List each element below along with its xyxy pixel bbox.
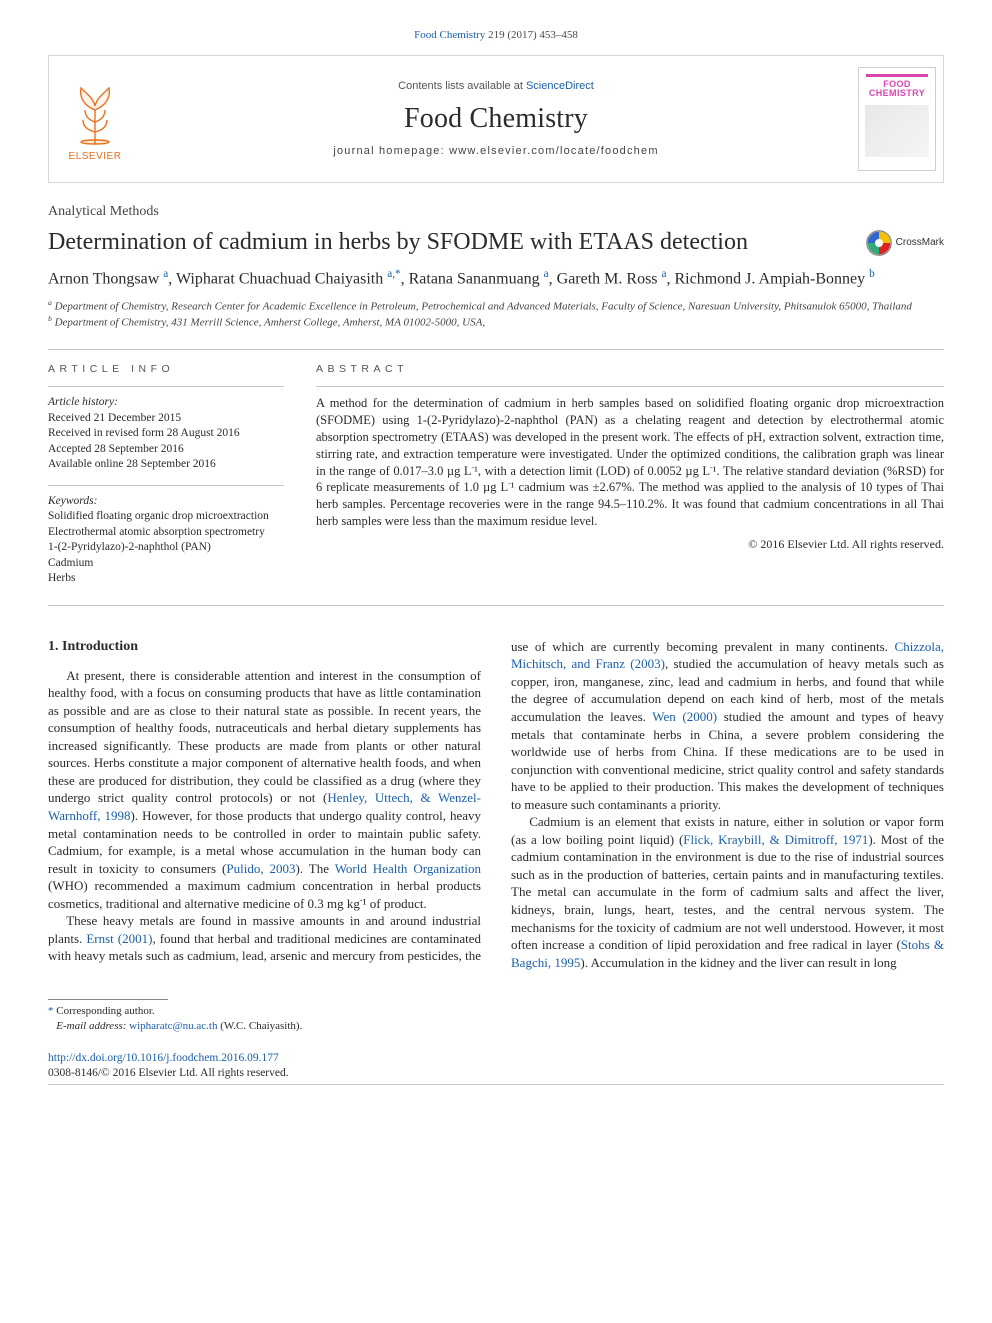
body-span: (WHO) recommended a maximum cadmium conc… xyxy=(48,878,481,911)
elsevier-wordmark: ELSEVIER xyxy=(69,150,122,164)
keyword: Herbs xyxy=(48,571,284,587)
author-2-aff[interactable]: a, xyxy=(387,268,395,280)
footnote-rule xyxy=(48,999,168,1000)
crossmark-icon xyxy=(866,230,892,256)
masthead: ELSEVIER Contents lists available at Sci… xyxy=(48,55,944,183)
author-2: Wipharat Chuachuad Chaiyasith xyxy=(176,270,383,287)
cover-thumbnail-image xyxy=(865,105,929,157)
section-heading-1: 1. Introduction xyxy=(48,638,481,657)
affiliations: a Department of Chemistry, Research Cent… xyxy=(48,298,944,331)
body-span: studied the amount and types of heavy me… xyxy=(511,709,944,812)
divider xyxy=(48,349,944,350)
article-type: Analytical Methods xyxy=(48,203,944,222)
cover-title: FOOD CHEMISTRY xyxy=(869,80,925,99)
sciencedirect-link[interactable]: ScienceDirect xyxy=(526,80,594,92)
author-1-aff[interactable]: a xyxy=(163,268,168,280)
abstract-column: abstract A method for the determination … xyxy=(316,362,944,587)
citation-vol-pages: 219 (2017) 453–458 xyxy=(488,29,578,41)
issn-line: 0308-8146/© 2016 Elsevier Ltd. All right… xyxy=(48,1066,944,1082)
body-span: ). Most of the cadmium contamination in … xyxy=(511,832,944,952)
author-2-corr[interactable]: * xyxy=(395,268,401,280)
affiliation-a-text: Department of Chemistry, Research Center… xyxy=(55,301,912,313)
keyword: 1-(2-Pyridylazo)-2-naphthol (PAN) xyxy=(48,540,284,556)
citation-journal-link[interactable]: Food Chemistry xyxy=(414,29,485,41)
history-item: Received in revised form 28 August 2016 xyxy=(48,426,284,442)
author-4: Gareth M. Ross xyxy=(557,270,658,287)
authors: Arnon Thongsaw a, Wipharat Chuachuad Cha… xyxy=(48,267,944,290)
author-1: Arnon Thongsaw xyxy=(48,270,159,287)
corr-label: Corresponding author. xyxy=(56,1005,154,1017)
ref-link[interactable]: Ernst (2001) xyxy=(86,931,152,946)
keyword: Cadmium xyxy=(48,556,284,572)
contents-prefix: Contents lists available at xyxy=(398,80,526,92)
body-span: ). Accumulation in the kidney and the li… xyxy=(580,955,896,970)
abstract-heading: abstract xyxy=(316,362,944,376)
article-info-column: article info Article history: Received 2… xyxy=(48,362,284,587)
info-rule xyxy=(48,485,284,486)
homepage-url[interactable]: www.elsevier.com/locate/foodchem xyxy=(449,145,659,157)
history-item: Received 21 December 2015 xyxy=(48,411,284,427)
article-title: Determination of cadmium in herbs by SFO… xyxy=(48,228,852,257)
crossmark-badge[interactable]: CrossMark xyxy=(866,230,944,256)
history-item: Accepted 28 September 2016 xyxy=(48,442,284,458)
author-4-aff[interactable]: a xyxy=(662,268,667,280)
history-item: Available online 28 September 2016 xyxy=(48,457,284,473)
keywords-list: Solidified floating organic drop microex… xyxy=(48,509,284,587)
footnotes: * Corresponding author. E-mail address: … xyxy=(48,999,944,1034)
homepage-label: journal homepage: xyxy=(333,145,449,157)
ref-link[interactable]: Flick, Kraybill, & Dimitroff, 1971 xyxy=(683,832,868,847)
keywords-label: Keywords: xyxy=(48,494,284,510)
email-link[interactable]: wipharatc@nu.ac.th xyxy=(129,1020,217,1032)
elsevier-logo[interactable]: ELSEVIER xyxy=(60,76,130,176)
ref-link[interactable]: World Health Organization xyxy=(335,861,481,876)
email-owner: (W.C. Chaiyasith). xyxy=(220,1020,302,1032)
body-paragraph: Cadmium is an element that exists in nat… xyxy=(511,813,944,971)
author-5-aff[interactable]: b xyxy=(869,268,875,280)
doi-link[interactable]: http://dx.doi.org/10.1016/j.foodchem.201… xyxy=(48,1052,279,1064)
journal-cover[interactable]: FOOD CHEMISTRY xyxy=(858,67,936,171)
history-list: Received 21 December 2015 Received in re… xyxy=(48,411,284,473)
affiliation-b: b Department of Chemistry, 431 Merrill S… xyxy=(48,314,944,331)
history-label: Article history: xyxy=(48,395,284,411)
journal-cover-box: FOOD CHEMISTRY xyxy=(851,56,943,182)
keyword: Electrothermal atomic absorption spectro… xyxy=(48,525,284,541)
journal-name: Food Chemistry xyxy=(404,100,588,138)
body-span: At present, there is considerable attent… xyxy=(48,668,481,806)
keyword: Solidified floating organic drop microex… xyxy=(48,509,284,525)
author-5: Richmond J. Ampiah-Bonney xyxy=(675,270,866,287)
ref-link[interactable]: Pulido, 2003 xyxy=(226,861,295,876)
email-note: E-mail address: wipharatc@nu.ac.th (W.C.… xyxy=(48,1019,944,1034)
body-paragraph: At present, there is considerable attent… xyxy=(48,667,481,913)
contents-line: Contents lists available at ScienceDirec… xyxy=(398,79,594,94)
body-text: 1. Introduction At present, there is con… xyxy=(48,638,944,971)
author-3-aff[interactable]: a xyxy=(544,268,549,280)
article-info-heading: article info xyxy=(48,362,284,376)
top-citation: Food Chemistry 219 (2017) 453–458 xyxy=(48,28,944,43)
elsevier-tree-icon xyxy=(64,76,126,146)
publisher-logo-box: ELSEVIER xyxy=(49,56,141,182)
abstract-text: A method for the determination of cadmiu… xyxy=(316,395,944,530)
ref-link[interactable]: Wen (2000) xyxy=(652,709,717,724)
email-label: E-mail address: xyxy=(56,1020,126,1032)
homepage-line: journal homepage: www.elsevier.com/locat… xyxy=(333,144,658,159)
affiliation-a: a Department of Chemistry, Research Cent… xyxy=(48,298,944,315)
affiliation-b-text: Department of Chemistry, 431 Merrill Sci… xyxy=(55,317,485,329)
author-3: Ratana Sananmuang xyxy=(409,270,540,287)
abstract-copyright: © 2016 Elsevier Ltd. All rights reserved… xyxy=(316,536,944,552)
corresponding-author-note: * Corresponding author. xyxy=(48,1004,944,1019)
info-rule xyxy=(48,386,284,387)
cover-title-line2: CHEMISTRY xyxy=(869,89,925,98)
body-span: ). The xyxy=(296,861,335,876)
crossmark-label: CrossMark xyxy=(896,236,944,250)
bottom-block: http://dx.doi.org/10.1016/j.foodchem.201… xyxy=(48,1048,944,1082)
divider xyxy=(48,605,944,606)
bottom-rule xyxy=(48,1084,944,1085)
abstract-rule xyxy=(316,386,944,387)
